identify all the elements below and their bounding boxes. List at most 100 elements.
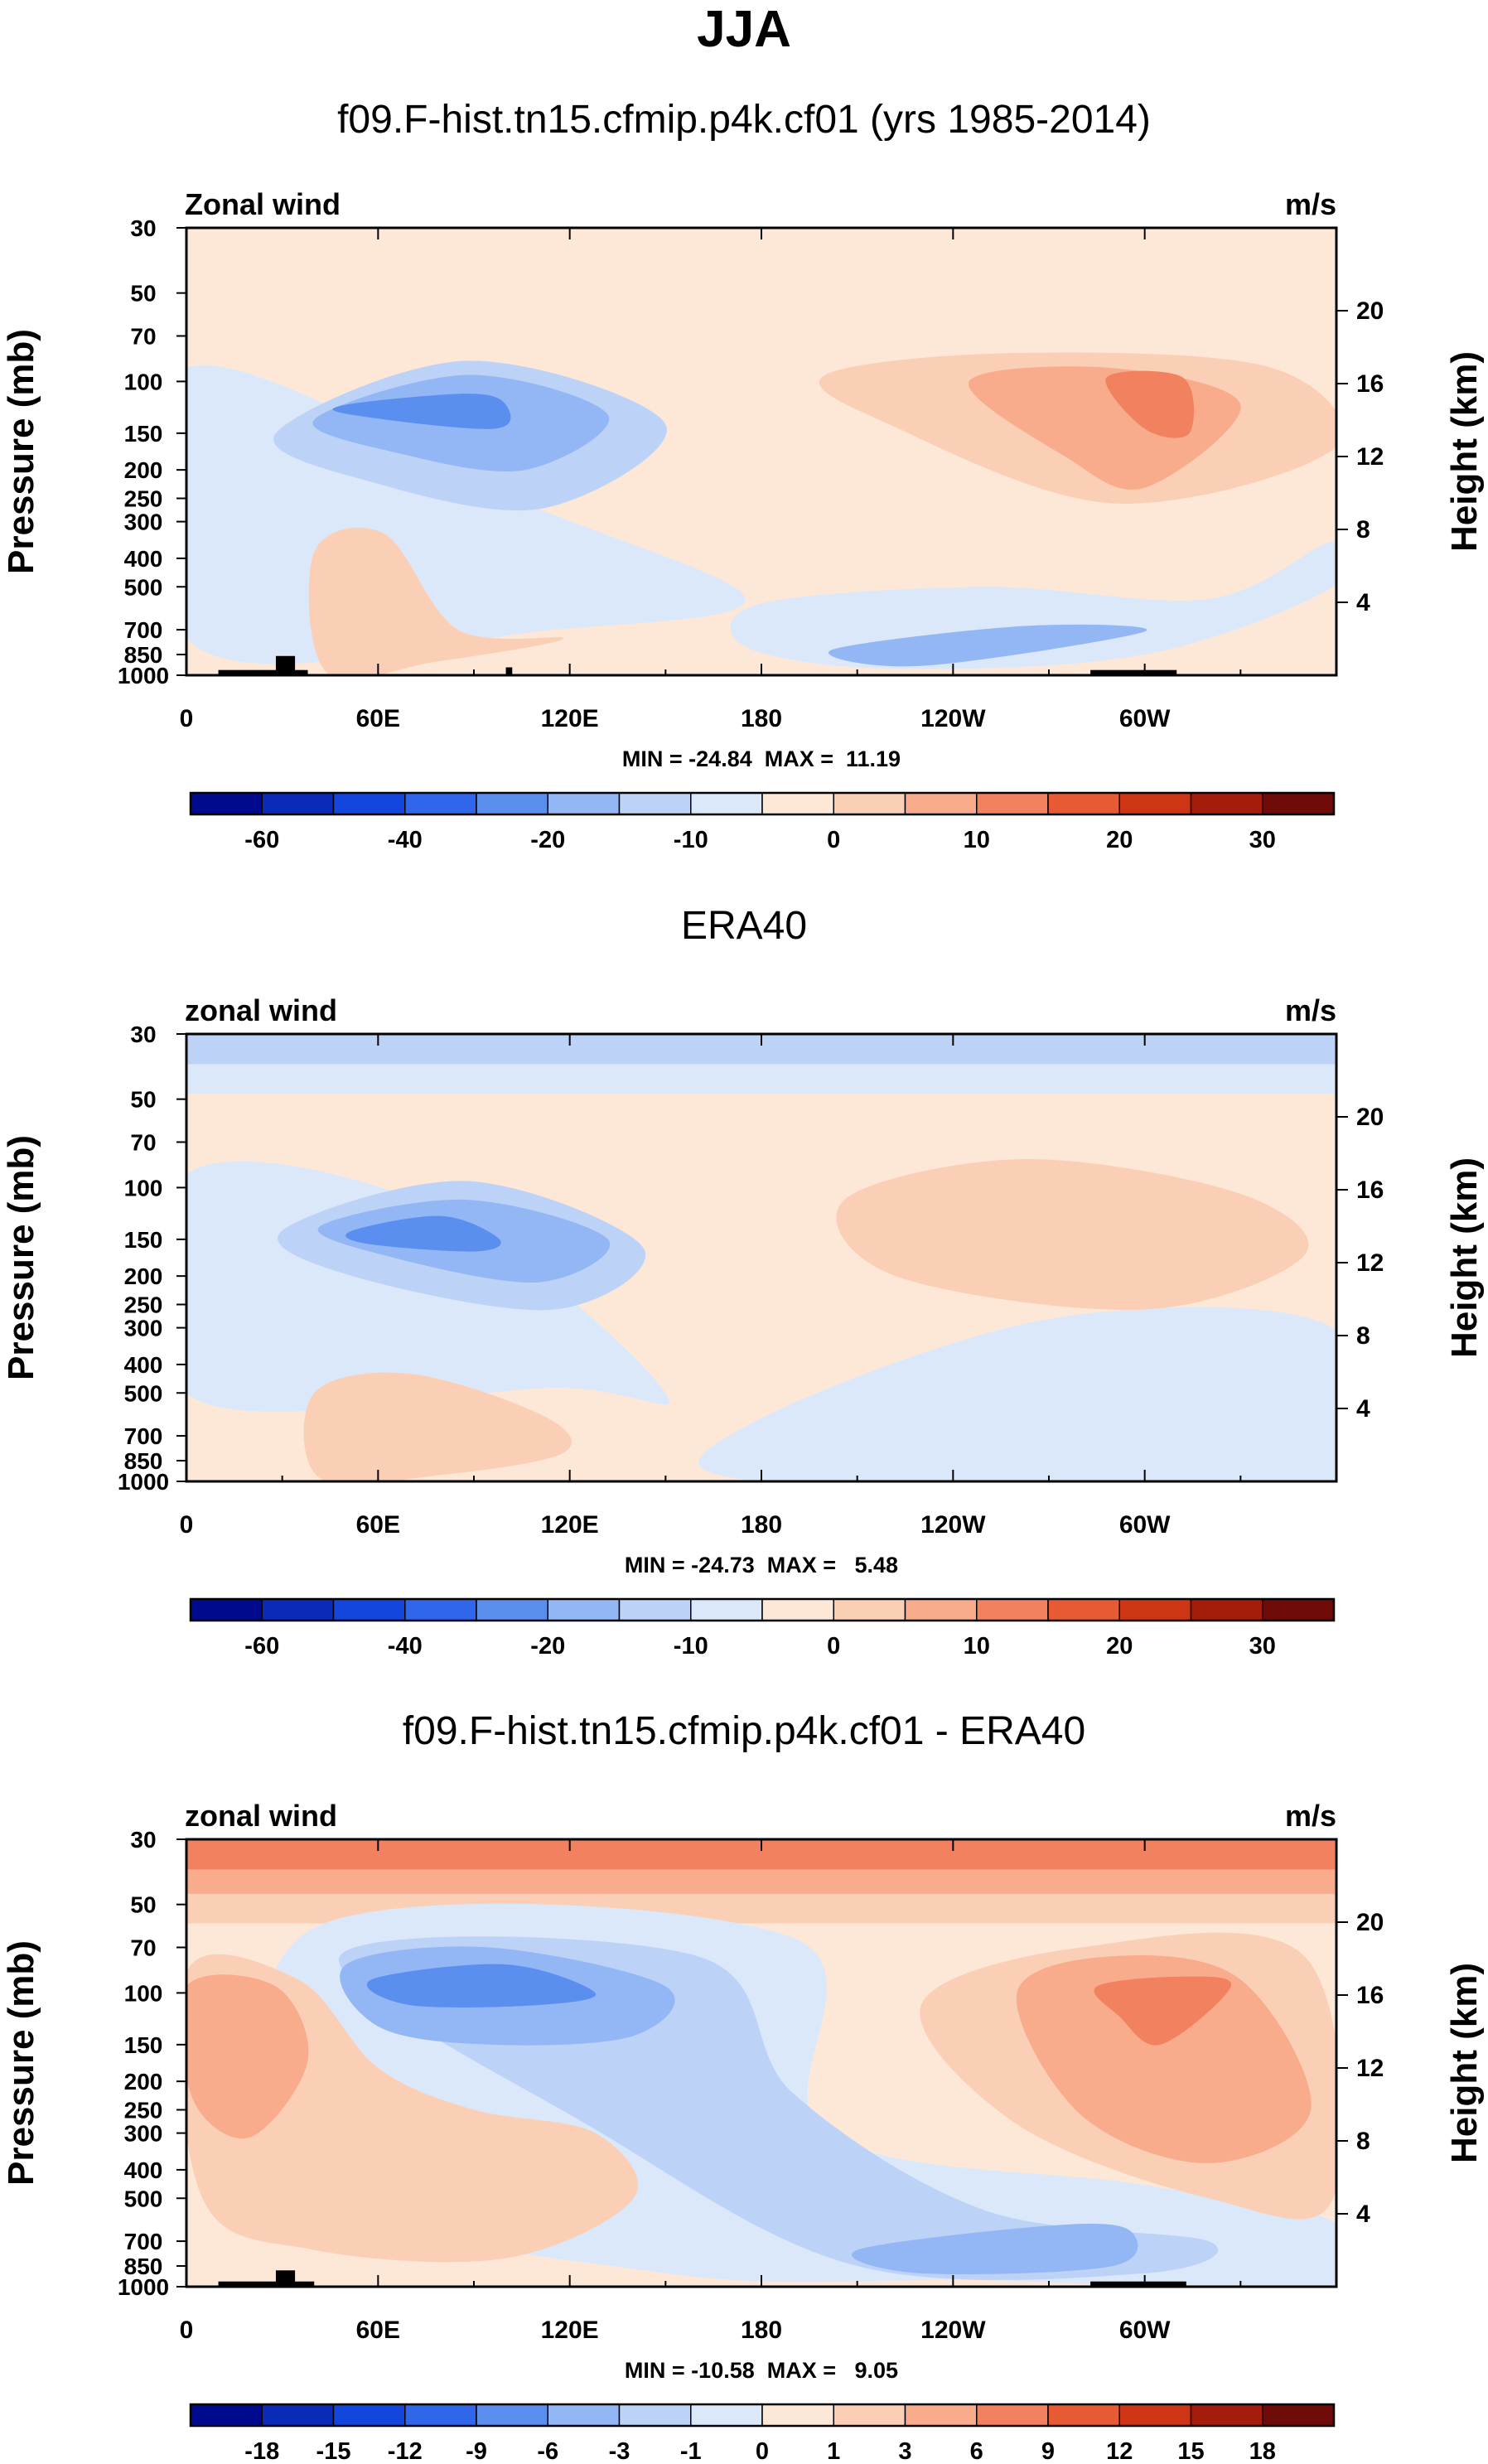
topography-mask — [275, 655, 296, 675]
pressure-tick-label: 850 — [124, 1448, 163, 1474]
lon-tick-label: 60E — [356, 2317, 400, 2344]
pressure-tick-label: 400 — [124, 1352, 163, 1378]
colorbar-label: -6 — [537, 2438, 558, 2464]
colorbar-swatch — [1262, 2404, 1335, 2427]
height-tick-label: 12 — [1356, 1249, 1384, 1277]
height-tick-label: 16 — [1356, 370, 1384, 398]
pressure-tick-label: 700 — [124, 1423, 163, 1449]
pressure-tick-label: 200 — [124, 2069, 163, 2094]
contour-region — [1094, 1976, 1232, 2046]
colorbar-swatch — [761, 792, 834, 815]
height-tick-label: 8 — [1356, 1322, 1370, 1350]
variable-label: zonal wind — [185, 993, 337, 1027]
topography-mask — [275, 2270, 296, 2287]
panel-title: ERA40 — [681, 904, 807, 948]
colorbar-label: -1 — [680, 2438, 702, 2464]
lon-tick-label: 180 — [741, 2317, 782, 2344]
colorbar-label: 3 — [898, 2438, 911, 2464]
pressure-tick-label: 300 — [124, 1316, 163, 1341]
colorbar-swatch — [332, 792, 406, 815]
height-tick-label: 12 — [1356, 2055, 1384, 2082]
colorbar-swatch — [761, 1598, 834, 1621]
colorbar-swatch — [618, 1598, 692, 1621]
lon-tick-label: 0 — [180, 705, 194, 732]
colorbar-label: -20 — [530, 827, 565, 853]
contour-region — [186, 1034, 1336, 1065]
colorbar-swatch — [547, 792, 621, 815]
height-tick-label: 8 — [1356, 516, 1370, 544]
colorbar-label: 0 — [756, 2438, 769, 2464]
contour-region — [332, 394, 511, 429]
colorbar-swatch — [976, 1598, 1049, 1621]
pressure-tick-label: 50 — [130, 1892, 156, 1918]
colorbar-label: 12 — [1106, 2438, 1133, 2464]
contour-region — [730, 541, 1336, 669]
colorbar-swatch — [1190, 1598, 1263, 1621]
lon-tick-label: 120E — [541, 2317, 599, 2344]
pressure-tick-label: 30 — [130, 1022, 156, 1047]
lon-tick-label: 60E — [356, 1511, 400, 1539]
pressure-tick-label: 700 — [124, 617, 163, 643]
height-tick-label: 20 — [1356, 297, 1384, 325]
contour-region — [186, 1974, 309, 2139]
contour-region — [308, 527, 564, 675]
units-label: m/s — [1285, 1799, 1336, 1833]
pressure-tick-label: 70 — [130, 1935, 156, 1960]
height-tick-label: 4 — [1356, 589, 1370, 616]
pressure-tick-label: 150 — [124, 1227, 163, 1253]
colorbar-swatch — [476, 1598, 548, 1621]
colorbar-frame — [189, 2403, 1336, 2428]
units-label: m/s — [1285, 187, 1336, 221]
colorbar: -60 -40 -20 -10 0 10 20 30 — [189, 791, 1336, 853]
units-label: m/s — [1285, 993, 1336, 1027]
pressure-tick-label: 250 — [124, 486, 163, 512]
pressure-tick-label: 50 — [130, 1087, 156, 1113]
colorbar-label: -18 — [244, 2438, 279, 2464]
colorbar-swatch — [833, 1598, 906, 1621]
pressure-tick-label: 850 — [124, 642, 163, 668]
colorbar-label: -10 — [674, 827, 708, 853]
panel-era40: ERA40 zonal wind m/s 3050701001502002503… — [1, 904, 1485, 1660]
pressure-tick-label: 1000 — [118, 2274, 169, 2300]
pressure-tick-label: 150 — [124, 2032, 163, 2058]
colorbar-swatch — [761, 2404, 834, 2427]
panel-title: f09.F-hist.tn15.cfmip.p4k.cf01 - ERA40 — [403, 1709, 1085, 1753]
colorbar-label: 15 — [1177, 2438, 1204, 2464]
lon-tick-label: 60W — [1119, 2317, 1171, 2344]
pressure-tick-label: 70 — [130, 323, 156, 349]
colorbar-swatch — [261, 2404, 335, 2427]
colorbar-swatch — [261, 1598, 335, 1621]
colorbar-swatch — [404, 792, 477, 815]
y-axis-title: Pressure (mb) — [1, 1135, 41, 1380]
lon-tick-label: 0 — [180, 2317, 194, 2344]
lon-tick-label: 60W — [1119, 705, 1171, 732]
colorbar-swatch — [904, 1598, 978, 1621]
contour-region — [851, 2224, 1138, 2274]
colorbar-label: 30 — [1249, 1633, 1276, 1660]
colorbar-label: 0 — [827, 1633, 840, 1660]
colorbar-swatch — [904, 792, 978, 815]
colorbar-swatch — [1047, 2404, 1120, 2427]
pressure-tick-label: 1000 — [118, 1469, 169, 1495]
pressure-tick-label: 200 — [124, 1263, 163, 1289]
pressure-tick-label: 150 — [124, 421, 163, 447]
pressure-tick-label: 300 — [124, 510, 163, 535]
pressure-tick-label: 400 — [124, 2157, 163, 2183]
colorbar-swatch — [332, 1598, 406, 1621]
colorbar-label: 20 — [1106, 827, 1133, 853]
colorbar-swatch — [547, 1598, 621, 1621]
panel-model: f09.F-hist.tn15.cfmip.p4k.cf01 (yrs 1985… — [1, 98, 1485, 853]
topography-mask — [218, 669, 308, 675]
height-tick-label: 8 — [1356, 2128, 1370, 2155]
lon-tick-label: 60E — [356, 705, 400, 732]
colorbar-swatch — [976, 792, 1049, 815]
contour-region — [186, 1839, 1336, 1870]
contour-region — [303, 1372, 572, 1481]
lon-tick-label: 180 — [741, 1511, 782, 1539]
height-tick-label: 12 — [1356, 443, 1384, 471]
lon-tick-label: 120W — [920, 2317, 986, 2344]
pressure-tick-label: 100 — [124, 1175, 163, 1201]
colorbar-swatch — [904, 2404, 978, 2427]
topography-mask — [218, 2281, 315, 2287]
